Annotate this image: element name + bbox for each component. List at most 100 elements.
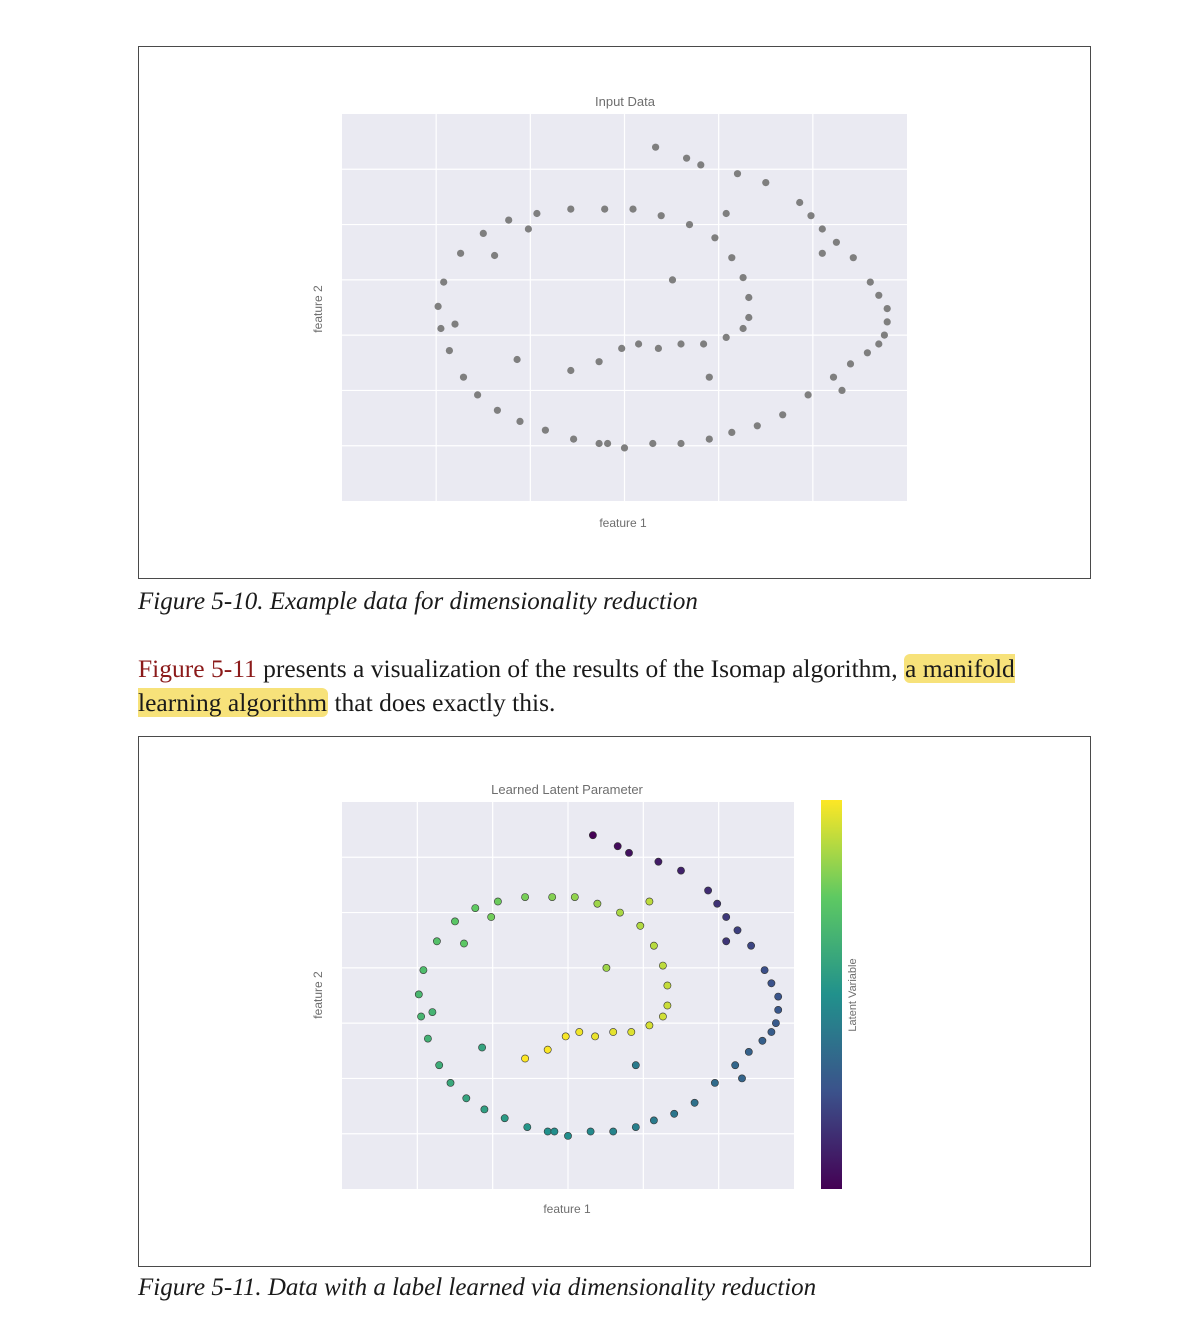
scatter-point <box>747 941 755 950</box>
scatter-point <box>767 979 776 988</box>
scatter-point <box>683 154 691 162</box>
scatter-point <box>543 1045 552 1054</box>
scatter-point <box>652 143 660 151</box>
scatter-point <box>774 1005 783 1014</box>
scatter-point <box>500 1114 509 1123</box>
x-axis-label: feature 1 <box>599 516 647 530</box>
scatter-point <box>516 417 524 425</box>
scatter-point <box>670 1109 679 1118</box>
x-axis-label: feature 1 <box>543 1202 591 1216</box>
scatter-point <box>733 926 742 935</box>
scatter-point <box>419 966 428 974</box>
scatter-point <box>829 373 838 381</box>
chart-title: Input Data <box>595 94 656 109</box>
scatter-point <box>659 961 667 970</box>
scatter-point <box>602 963 611 972</box>
scatter-point <box>738 1074 746 1083</box>
scatter-point <box>745 313 753 322</box>
scatter-point <box>657 212 665 220</box>
figure-5-11-frame: Learned Latent Parameter feature 1 feature… <box>138 736 1091 1267</box>
scatter-point <box>451 320 459 328</box>
scatter-point <box>713 899 722 908</box>
scatter-point <box>457 249 465 257</box>
scatter-point <box>478 1043 486 1052</box>
scatter-point <box>631 1123 640 1131</box>
latent-parameter-chart: Learned Latent Parameter feature 1 feature… <box>311 782 859 1216</box>
scatter-point <box>760 966 769 974</box>
paragraph-text: presents a visualization of the results … <box>256 654 905 683</box>
scatter-point <box>818 249 826 257</box>
scatter-point <box>690 1098 699 1107</box>
scatter-point <box>774 992 783 1001</box>
input-data-chart: Input Data feature 1 feature 2 <box>311 94 907 530</box>
figure-link[interactable]: Figure 5-11 <box>138 654 257 683</box>
scatter-point <box>650 941 658 950</box>
scatter-point <box>654 344 663 352</box>
scatter-point <box>471 904 480 912</box>
scatter-point <box>629 205 637 213</box>
scatter-point <box>677 340 685 348</box>
scatter-point <box>645 1021 654 1030</box>
scatter-point <box>631 1061 640 1070</box>
scatter-point <box>649 439 657 448</box>
scatter-point <box>548 893 557 901</box>
scatter-point <box>722 333 730 341</box>
scatter-point <box>875 291 883 299</box>
scatter-point <box>779 411 787 419</box>
scatter-point <box>459 373 468 381</box>
scatter-point <box>445 347 453 355</box>
scatter-point <box>883 305 891 313</box>
scatter-point <box>728 254 736 262</box>
scatter-point <box>659 1012 667 1021</box>
figure-5-10-caption: Figure 5-10. Example data for dimensiona… <box>138 588 698 615</box>
scatter-point <box>627 1028 636 1036</box>
scatter-point <box>618 344 626 352</box>
scatter-point <box>711 1078 719 1087</box>
scatter-point <box>564 1131 572 1140</box>
scatter-point <box>697 161 705 169</box>
scatter-point <box>435 1061 444 1070</box>
scatter-point <box>414 990 423 999</box>
scatter-point <box>561 1032 570 1041</box>
scatter-point <box>487 913 496 921</box>
figure-5-10-frame: Input Data feature 1 feature 2 <box>138 46 1091 579</box>
scatter-point <box>440 278 448 286</box>
scatter-point <box>650 1116 658 1125</box>
scatter-point <box>772 1019 780 1027</box>
scatter-point <box>423 1034 432 1043</box>
scatter-point <box>567 366 575 375</box>
scatter-point <box>491 251 499 260</box>
scatter-point <box>722 937 731 946</box>
scatter-point <box>550 1127 559 1136</box>
scatter-point <box>543 1127 552 1136</box>
scatter-point <box>521 893 529 901</box>
scatter-point <box>437 324 445 333</box>
scatter-point <box>846 360 855 368</box>
scatter-point <box>523 1123 532 1131</box>
scatter-point <box>704 886 712 895</box>
scatter-point <box>762 179 770 187</box>
y-axis-label: feature 2 <box>311 971 325 1019</box>
scatter-point <box>636 921 645 930</box>
scatter-point <box>593 899 602 908</box>
scatter-point <box>685 221 694 229</box>
scatter-point <box>505 216 513 224</box>
scatter-point <box>722 209 730 218</box>
scatter-point <box>767 1028 776 1036</box>
scatter-point <box>609 1028 618 1036</box>
scatter-point <box>609 1127 618 1136</box>
scatter-point <box>428 1008 437 1016</box>
scatter-point <box>875 340 883 348</box>
scatter-point <box>731 1061 740 1070</box>
scatter-point <box>595 439 603 448</box>
scatter-point <box>601 205 609 213</box>
scatter-point <box>570 435 578 443</box>
scatter-point <box>818 225 826 233</box>
scatter-point <box>625 849 633 857</box>
scatter-point <box>591 1032 599 1041</box>
scatter-point <box>567 205 575 213</box>
scatter-point <box>570 893 579 901</box>
scatter-point <box>796 198 804 207</box>
scatter-point <box>733 170 742 178</box>
scatter-point <box>677 866 685 875</box>
